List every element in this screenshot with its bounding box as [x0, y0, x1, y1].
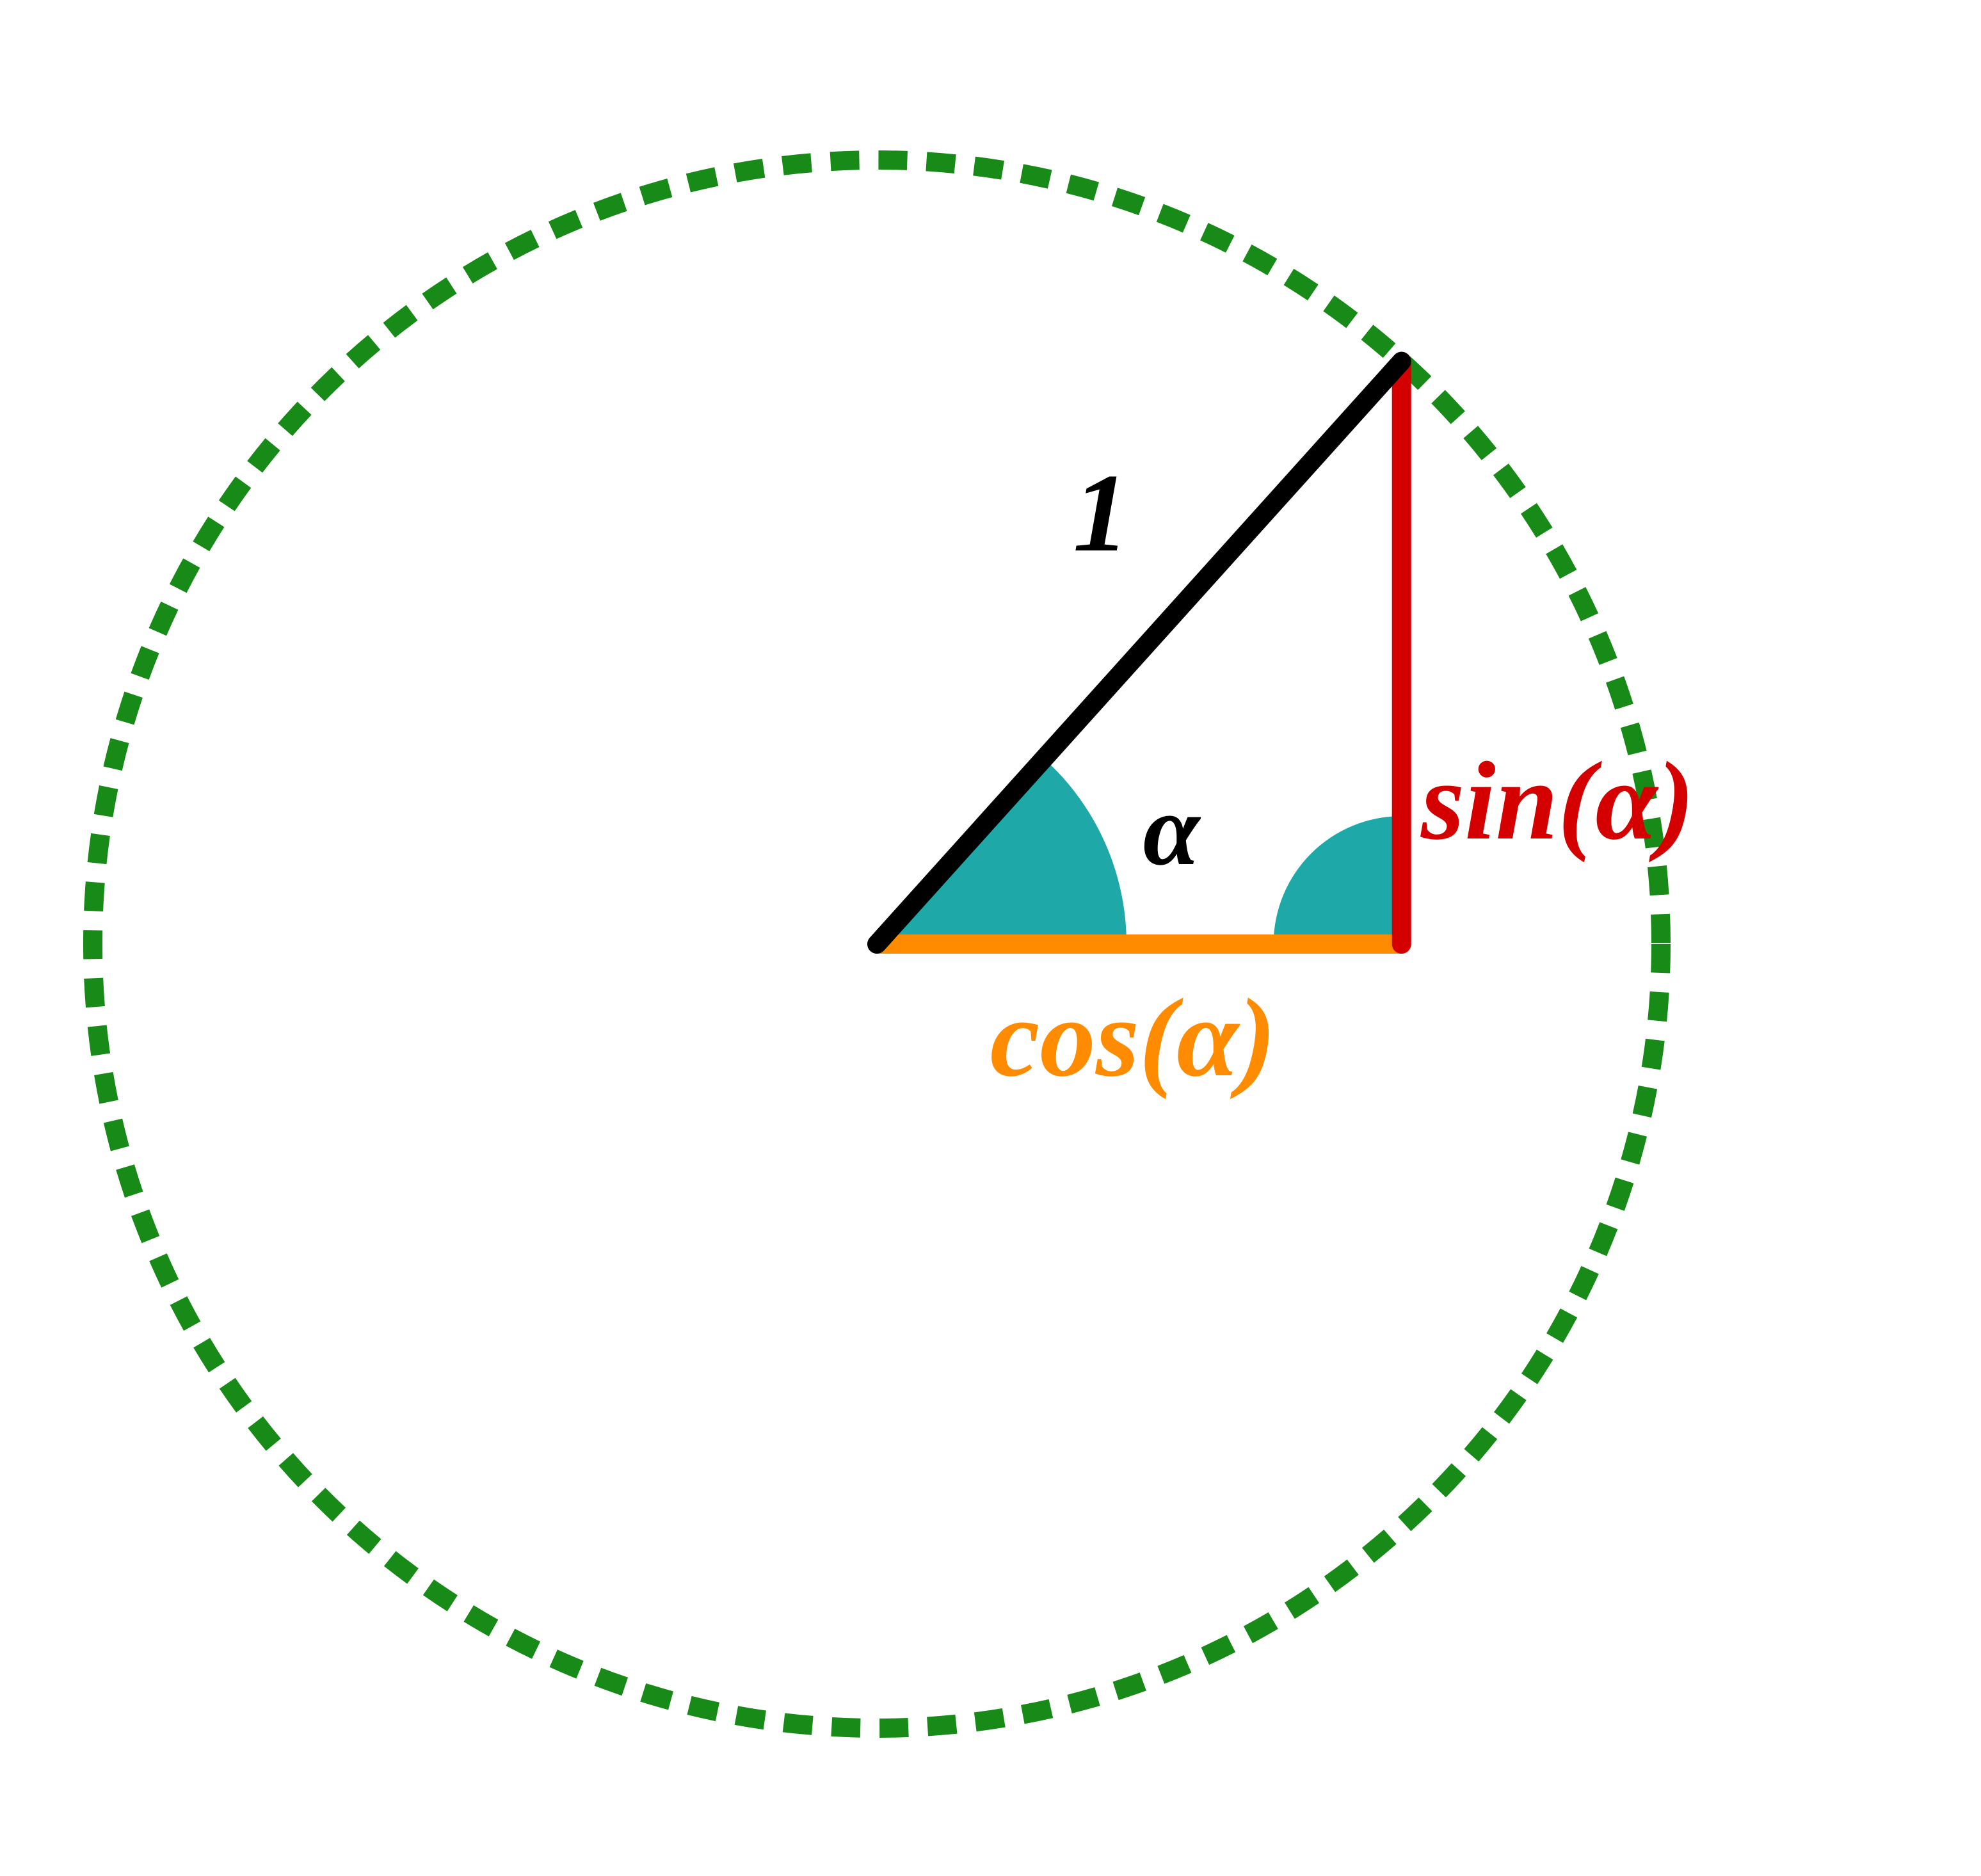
- right-angle-marker: [1274, 816, 1402, 944]
- cos-label: cos(α): [990, 975, 1276, 1100]
- sin-label: sin(α): [1420, 739, 1694, 863]
- alpha-label: α: [1143, 773, 1201, 886]
- radius-one-label: 1: [1073, 451, 1129, 575]
- unit-circle-diagram: cos(α) sin(α) 1 α: [0, 0, 1981, 1876]
